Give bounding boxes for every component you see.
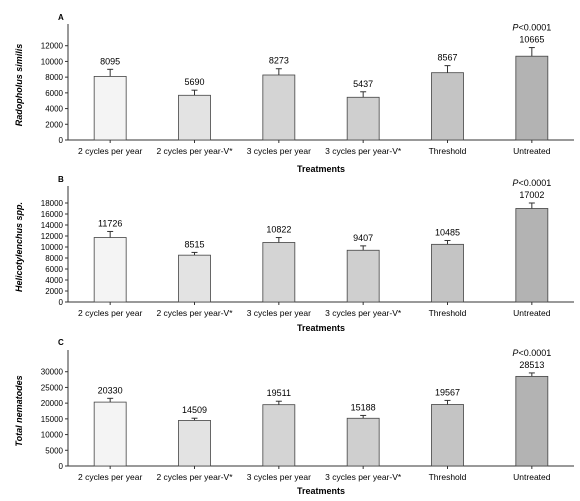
x-axis-title: Treatments: [297, 486, 345, 496]
x-tick-label: Untreated: [513, 472, 551, 482]
x-tick-label: 2 cycles per year: [78, 146, 142, 156]
y-tick-label: 30000: [41, 368, 64, 377]
bar: [93, 75, 127, 141]
x-tick-label: Threshold: [429, 472, 467, 482]
value-label: 8273: [269, 56, 289, 66]
y-tick-label: 25000: [41, 383, 64, 392]
y-tick-label: 10000: [41, 243, 64, 252]
x-tick-label: 3 cycles per year: [247, 308, 311, 318]
y-tick-label: 10000: [41, 431, 64, 440]
value-label: 8095: [100, 56, 120, 66]
value-label: 14509: [182, 405, 207, 415]
value-label: 15188: [351, 402, 376, 412]
y-axis-title: Helicotylenchus spp.: [14, 202, 24, 292]
bar: [515, 208, 549, 303]
x-tick-label: 3 cycles per year: [247, 472, 311, 482]
y-axis-title: Total nematodes: [14, 375, 24, 446]
x-tick-label: 2 cycles per year-V*: [156, 146, 233, 156]
bar: [178, 420, 211, 467]
bar: [431, 72, 464, 141]
bar: [346, 417, 380, 467]
bar: [515, 375, 549, 467]
bar: [178, 254, 211, 303]
x-tick-label: Threshold: [429, 308, 467, 318]
y-tick-label: 2000: [45, 287, 63, 296]
x-tick-label: 2 cycles per year-V*: [156, 308, 233, 318]
x-tick-label: Untreated: [513, 146, 551, 156]
y-tick-label: 8000: [45, 73, 63, 82]
y-tick-label: 4000: [45, 276, 63, 285]
value-label: 17002: [519, 190, 544, 200]
significance-value: <0.0001: [518, 348, 551, 358]
value-label: 19567: [435, 387, 460, 397]
y-tick-label: 0: [59, 136, 64, 145]
bar: [346, 96, 380, 141]
bar: [93, 237, 127, 303]
significance-prefix: P: [512, 23, 518, 33]
x-tick-label: Threshold: [429, 146, 467, 156]
panel-label: A: [58, 13, 64, 22]
panel-label: B: [58, 175, 64, 184]
significance-label: P<0.0001: [512, 178, 551, 188]
y-tick-label: 0: [59, 298, 64, 307]
y-tick-label: 12000: [41, 42, 64, 51]
value-label: 5690: [184, 77, 204, 87]
y-tick-label: 20000: [41, 399, 64, 408]
significance-value: <0.0001: [518, 23, 551, 33]
bar: [262, 404, 296, 467]
bar: [262, 242, 296, 303]
panel-label: C: [58, 338, 64, 347]
y-tick-label: 14000: [41, 221, 64, 230]
significance-prefix: P: [512, 178, 518, 188]
value-label: 8567: [437, 53, 457, 63]
value-label: 5437: [353, 79, 373, 89]
x-axis-title: Treatments: [297, 164, 345, 174]
value-label: 19511: [267, 388, 291, 398]
y-tick-label: 5000: [45, 446, 63, 455]
bar: [515, 55, 549, 141]
x-tick-label: 3 cycles per year-V*: [325, 472, 402, 482]
bar: [431, 243, 464, 303]
x-tick-label: 3 cycles per year-V*: [325, 146, 402, 156]
x-axis-title: Treatments: [297, 323, 345, 333]
y-tick-label: 8000: [45, 254, 63, 263]
significance-prefix: P: [512, 348, 518, 358]
bar: [262, 74, 296, 141]
x-tick-label: 2 cycles per year: [78, 472, 142, 482]
y-tick-label: 4000: [45, 105, 63, 114]
significance-label: P<0.0001: [512, 348, 551, 358]
value-label: 9407: [353, 233, 373, 243]
value-label: 8515: [184, 239, 204, 249]
significance-label: P<0.0001: [512, 23, 551, 33]
y-tick-label: 2000: [45, 120, 63, 129]
y-tick-label: 10000: [41, 57, 64, 66]
x-tick-label: 2 cycles per year: [78, 308, 142, 318]
y-tick-label: 6000: [45, 265, 63, 274]
x-tick-label: 3 cycles per year: [247, 146, 311, 156]
y-axis-title: Radopholus similis: [14, 44, 24, 127]
bar: [178, 94, 211, 141]
y-tick-label: 16000: [41, 210, 64, 219]
bar: [93, 401, 127, 467]
value-label: 28513: [519, 360, 544, 370]
x-tick-label: 2 cycles per year-V*: [156, 472, 233, 482]
value-label: 20330: [98, 385, 123, 395]
y-tick-label: 12000: [41, 232, 64, 241]
x-tick-label: 3 cycles per year-V*: [325, 308, 402, 318]
value-label: 10485: [435, 227, 460, 237]
bar: [346, 249, 380, 303]
y-tick-label: 15000: [41, 415, 64, 424]
x-tick-label: Untreated: [513, 308, 551, 318]
value-label: 11726: [98, 218, 122, 228]
significance-value: <0.0001: [518, 178, 551, 188]
y-tick-label: 0: [59, 462, 64, 471]
y-tick-label: 18000: [41, 199, 64, 208]
y-tick-label: 6000: [45, 89, 63, 98]
value-label: 10665: [519, 35, 544, 45]
value-label: 10822: [266, 225, 291, 235]
bar: [431, 404, 464, 467]
